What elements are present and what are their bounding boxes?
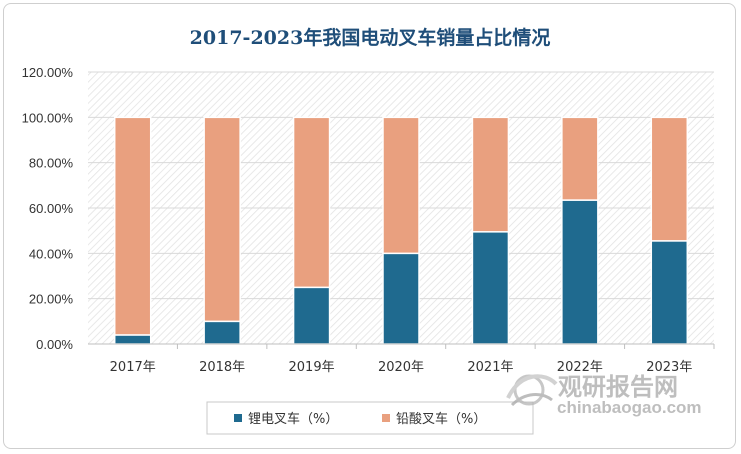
x-tick-label: 2017年 — [110, 360, 156, 375]
watermark-en: chinabaogao.com — [557, 398, 702, 417]
legend-label-lead-acid: 铅酸叉车（%） — [396, 411, 486, 427]
legend-label-lithium: 锂电叉车（%） — [248, 411, 338, 427]
bar-lead-acid — [471, 116, 510, 233]
bars — [113, 116, 689, 345]
y-tick-label: 100.00% — [22, 110, 74, 125]
x-tick-label: 2019年 — [289, 360, 335, 375]
legend-box — [206, 401, 534, 435]
bar-lead-acid — [292, 116, 331, 289]
x-tick-label: 2021年 — [467, 360, 513, 375]
x-tick-label: 2023年 — [646, 360, 692, 375]
bar-lead-acid — [113, 116, 152, 336]
globe-swirl-icon — [506, 374, 558, 407]
bar-lithium — [650, 240, 689, 345]
bar-lithium — [471, 231, 510, 345]
bar-lithium — [561, 199, 599, 345]
watermark: 观研报告网 chinabaogao.com — [506, 373, 702, 417]
y-tick-label: 40.00% — [29, 246, 74, 261]
x-tick-label: 2022年 — [557, 360, 603, 375]
y-tick-label: 60.00% — [29, 201, 74, 216]
bar-lead-acid — [203, 116, 241, 323]
bar-lithium — [203, 320, 241, 345]
bar-lithium — [113, 334, 152, 345]
legend-swatch-lead-acid — [382, 414, 390, 422]
bar-lithium — [292, 286, 331, 345]
y-tick-label: 0.00% — [36, 337, 73, 352]
y-tick-label: 20.00% — [29, 292, 74, 307]
x-tick-label: 2020年 — [378, 360, 424, 375]
x-tick-label: 2018年 — [199, 360, 245, 375]
y-axis-ticks: 0.00% 20.00% 40.00% 60.00% 80.00% 100.00% 120.… — [22, 65, 74, 352]
legend-swatch-lithium — [234, 414, 242, 422]
bar-lead-acid — [561, 116, 599, 201]
y-tick-label: 80.00% — [29, 156, 74, 171]
bar-lead-acid — [382, 116, 420, 255]
bar-lithium — [382, 252, 420, 345]
y-tick-label: 120.00% — [22, 65, 74, 80]
bar-lead-acid — [650, 116, 689, 242]
chart-title: 2017-2023年我国电动叉车销量占比情况 — [190, 26, 551, 49]
watermark-cn: 观研报告网 — [558, 373, 678, 401]
x-axis-ticks: 2017年 2018年 2019年 2020年 2021年 2022年 2023年 — [110, 344, 715, 375]
legend: 锂电叉车（%） 铅酸叉车（%） — [206, 401, 534, 435]
